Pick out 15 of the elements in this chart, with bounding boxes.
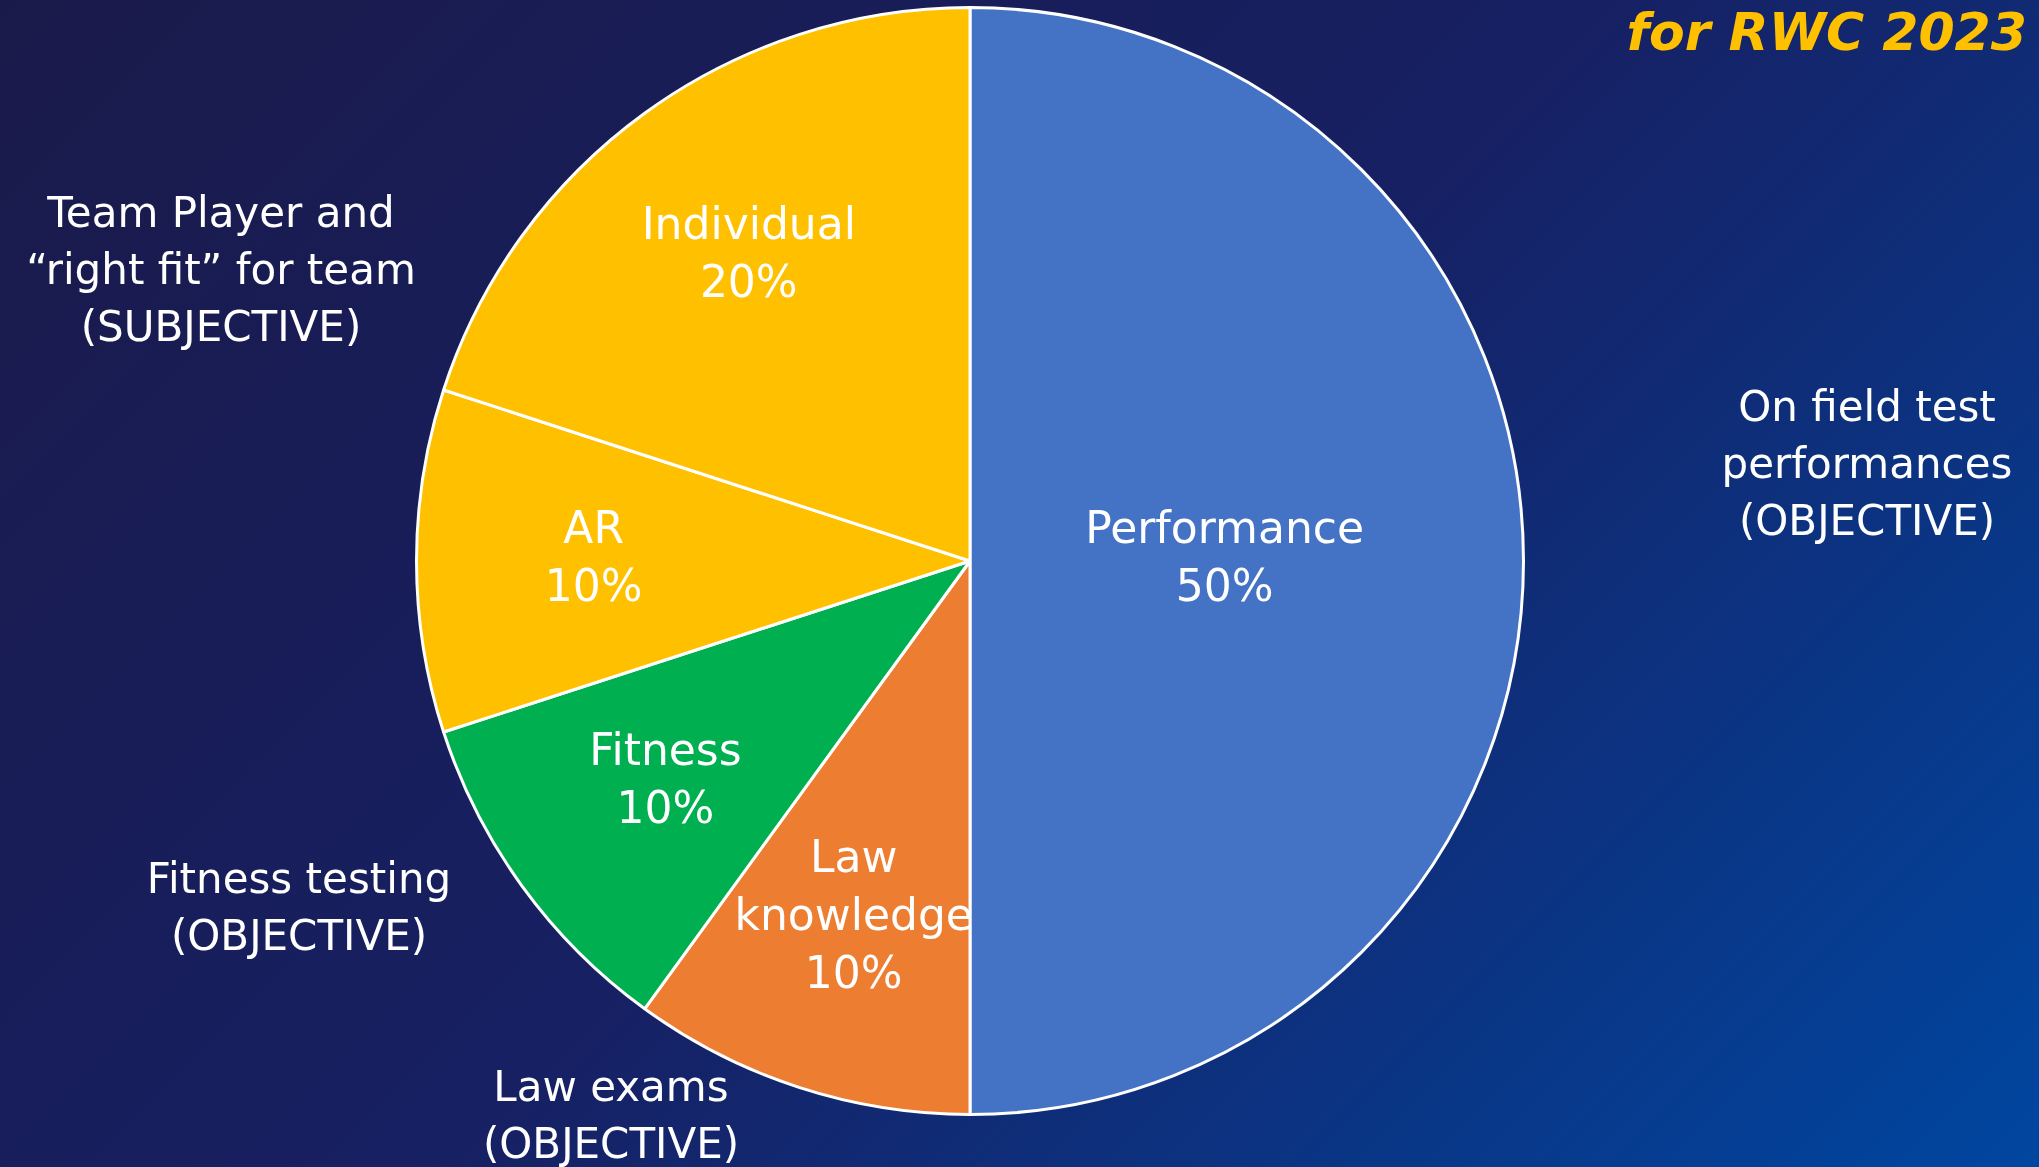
text: Team Player and “right fit” for team (SUBJECTIVE) bbox=[25, 186, 417, 353]
text: Law exams (OBJECTIVE) bbox=[481, 1061, 741, 1167]
slice-label: Law knowledge bbox=[734, 831, 973, 941]
data-label: 10% bbox=[616, 781, 715, 833]
data-label: 10% bbox=[544, 560, 643, 612]
data-label: 20% bbox=[699, 255, 798, 307]
slice-label: Performance bbox=[1085, 502, 1365, 554]
text: for RWC 2023 bbox=[1626, 2, 2027, 62]
data-label: 50% bbox=[1175, 560, 1274, 612]
slice-label: AR bbox=[563, 502, 624, 554]
slice-label: Fitness bbox=[589, 723, 742, 775]
slice-label: Individual bbox=[641, 197, 856, 249]
text: Fitness testing (OBJECTIVE) bbox=[145, 853, 453, 962]
text: On field test performances (OBJECTIVE) bbox=[1720, 380, 2014, 547]
data-label: 10% bbox=[804, 947, 903, 999]
